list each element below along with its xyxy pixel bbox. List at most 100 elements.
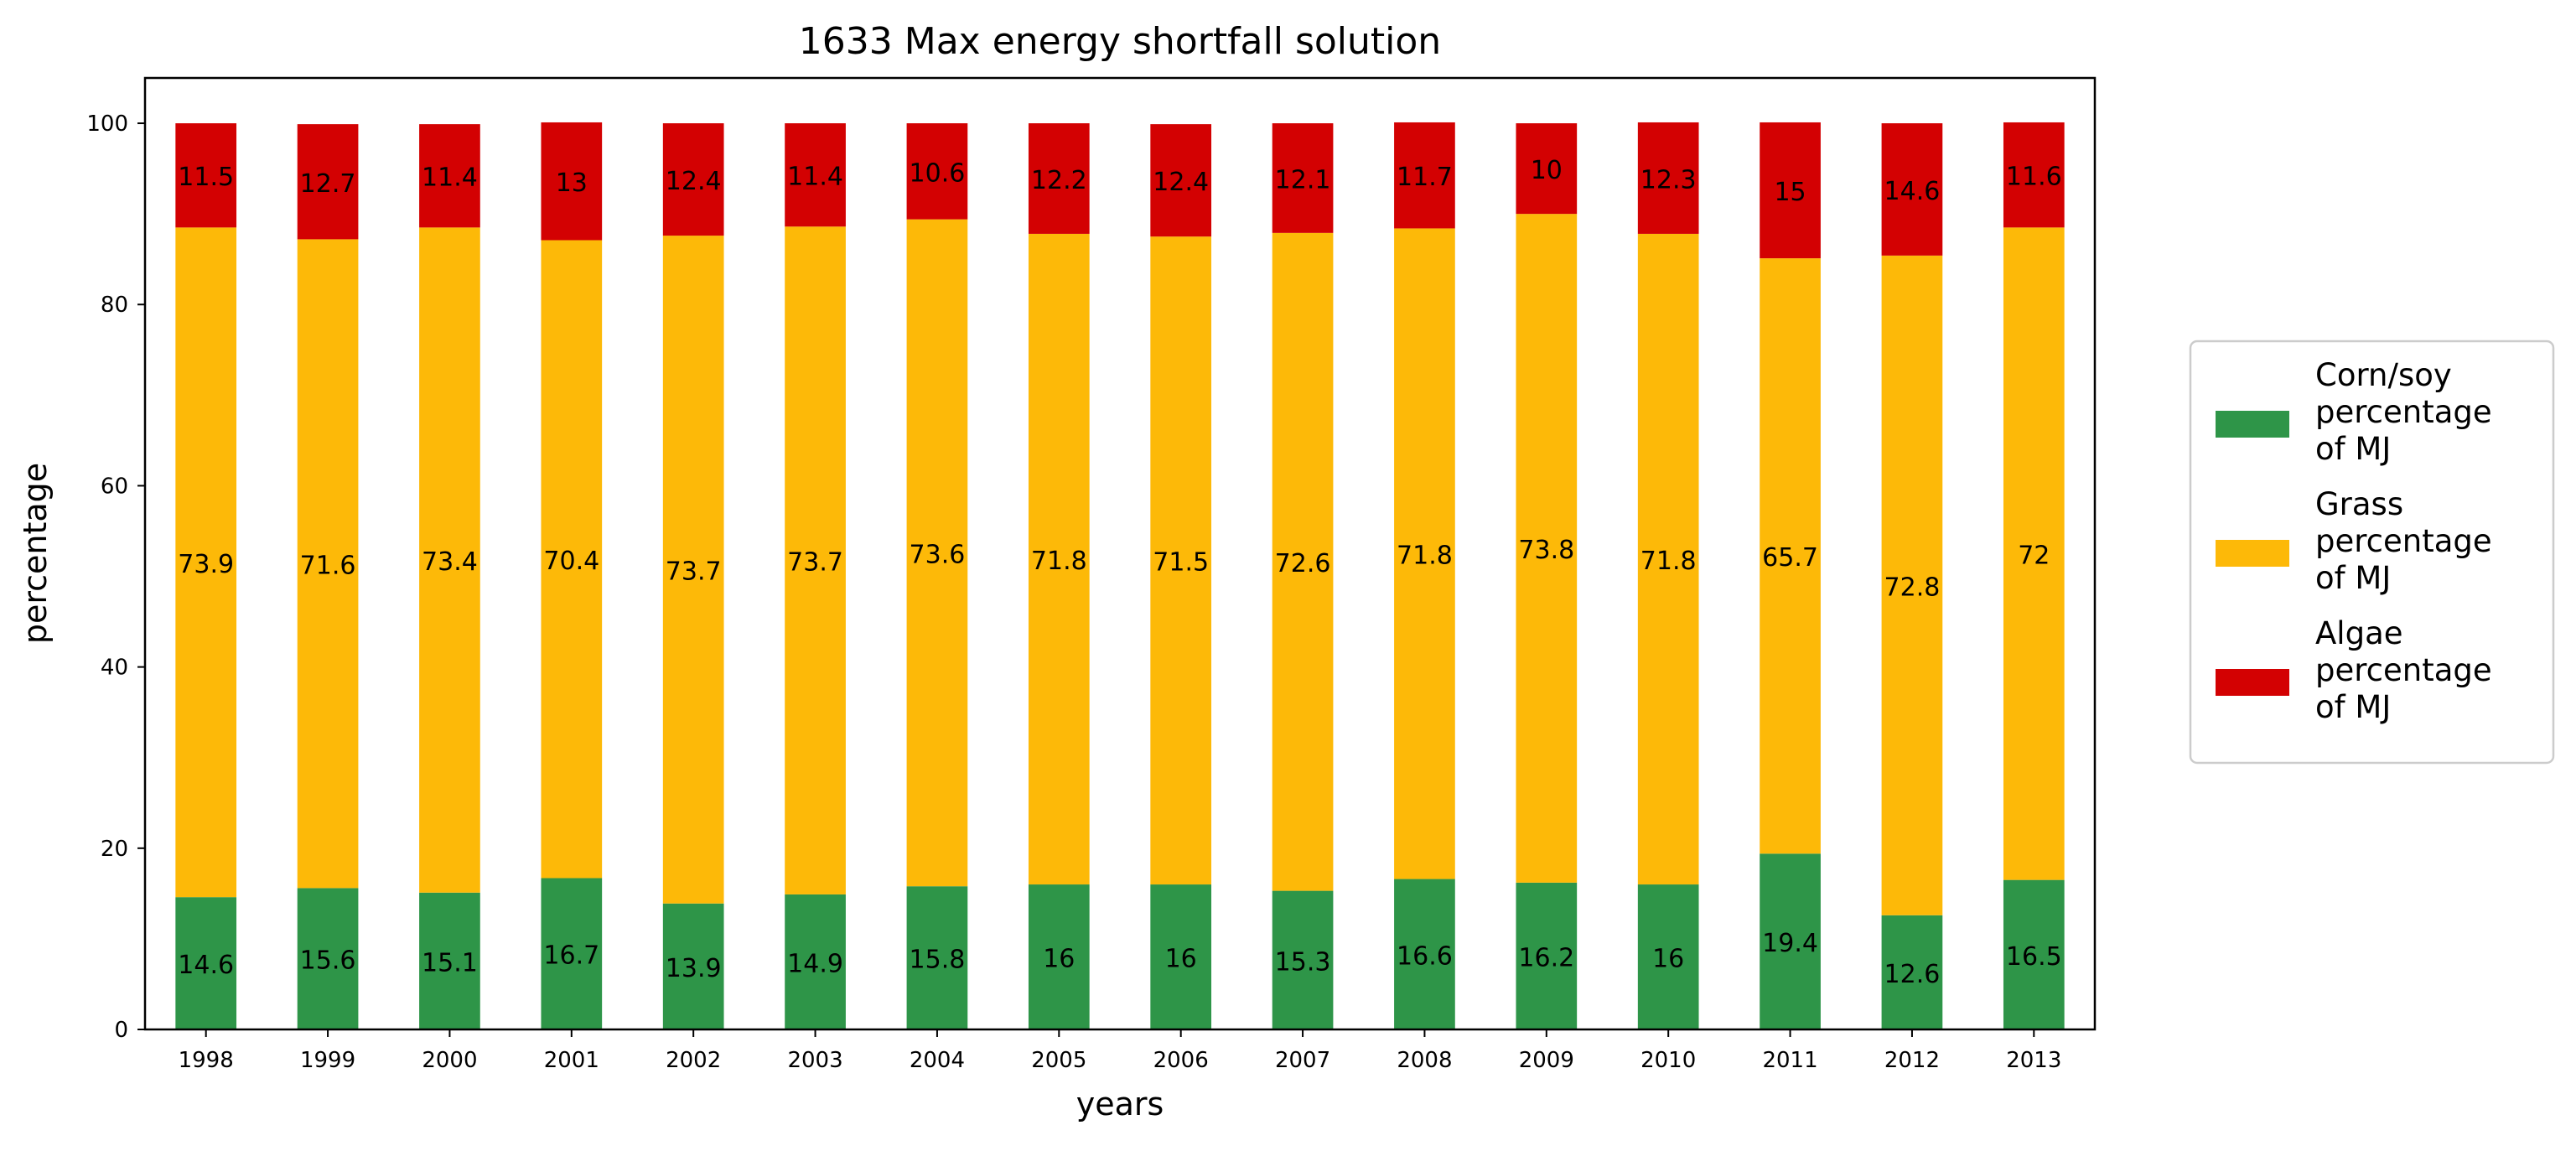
bar-value-label-2-2001: 13 xyxy=(556,169,588,198)
legend-swatch-1 xyxy=(2216,540,2289,567)
bar-value-label-1-2013: 72 xyxy=(2018,542,2050,571)
chart-title: 1633 Max energy shortfall solution xyxy=(799,20,1441,63)
x-tick-label-2007: 2007 xyxy=(1275,1048,1330,1073)
y-tick-label-0: 0 xyxy=(114,1018,128,1043)
bar-segment-1-2000 xyxy=(419,227,480,893)
y-axis: 0 20 40 60 80 100 xyxy=(86,111,145,1043)
bar-value-label-0-2000: 15.1 xyxy=(422,948,478,977)
bar-value-label-1-2004: 73.6 xyxy=(910,540,966,569)
bar-value-label-0-2003: 14.9 xyxy=(787,949,843,978)
bar-value-label-1-2002: 73.7 xyxy=(666,557,722,586)
bar-value-label-0-1999: 15.6 xyxy=(300,946,356,976)
bar-value-label-0-2010: 16 xyxy=(1652,945,1684,974)
y-tick-label-100: 100 xyxy=(86,111,128,137)
legend-swatch-0 xyxy=(2216,411,2289,438)
bar-value-label-2-2000: 11.4 xyxy=(422,163,478,193)
x-tick-label-1998: 1998 xyxy=(179,1048,234,1073)
legend-label-1: Grass percentage of MJ xyxy=(2315,486,2492,596)
x-tick-label-2001: 2001 xyxy=(544,1048,599,1073)
bar-segment-2-2006 xyxy=(1150,124,1212,237)
bar-value-label-2-2003: 11.4 xyxy=(787,163,843,192)
bar-value-label-0-1998: 14.6 xyxy=(178,951,234,980)
bar-segment-2-2001 xyxy=(541,122,603,241)
bar-segment-1-2003 xyxy=(785,226,846,894)
bar-segment-0-2005 xyxy=(1028,884,1090,1029)
x-tick-label-2003: 2003 xyxy=(787,1048,842,1073)
bar-segment-0-2011 xyxy=(1760,853,1821,1029)
bar-value-label-0-2013: 16.5 xyxy=(2006,942,2062,972)
x-tick-label-2010: 2010 xyxy=(1640,1048,1696,1073)
y-tick-label-40: 40 xyxy=(101,656,128,681)
x-tick-label-2006: 2006 xyxy=(1153,1048,1209,1073)
bar-value-label-2-2006: 12.4 xyxy=(1153,168,1209,197)
bar-value-label-0-2002: 13.9 xyxy=(666,954,722,983)
bar-segment-0-2004 xyxy=(906,886,968,1029)
y-axis-label: percentage xyxy=(17,463,54,644)
bar-value-label-2-1998: 11.5 xyxy=(178,163,234,192)
bar-segment-1-2007 xyxy=(1272,232,1334,891)
bar-segment-2-2009 xyxy=(1516,123,1578,215)
x-tick-label-2012: 2012 xyxy=(1884,1048,1940,1073)
bar-value-label-1-2003: 73.7 xyxy=(787,548,843,578)
x-axis: 1998 1999 2000 2001 2002 2003 2004 2005 2006 2007… xyxy=(179,1029,2061,1073)
bar-value-label-1-2006: 71.5 xyxy=(1153,548,1209,578)
bar-value-label-2-2010: 12.3 xyxy=(1640,165,1697,194)
bar-value-label-1-2012: 72.8 xyxy=(1884,573,1941,602)
bar-segment-2-2003 xyxy=(785,123,846,227)
bar-segment-0-2012 xyxy=(1881,915,1943,1029)
bar-segment-0-2002 xyxy=(662,903,724,1029)
bar-segment-1-2013 xyxy=(2003,227,2065,880)
bar-segment-1-2006 xyxy=(1150,236,1212,885)
bar-segment-2-2007 xyxy=(1272,123,1334,233)
bar-value-label-0-2012: 12.6 xyxy=(1884,960,1941,989)
data-labels-layer: 14.6 73.9 11.5 15.6 71.6 12.7 15.1 73.4 11.4 16.7… xyxy=(178,156,2061,989)
bar-value-label-1-1999: 71.6 xyxy=(300,551,356,580)
bar-segment-2-2012 xyxy=(1881,123,1943,256)
legend: Corn/soy percentage of MJ Grass percentage of… xyxy=(2189,340,2555,765)
legend-items: Corn/soy percentage of MJ Grass percentage of… xyxy=(2216,357,2492,725)
bar-value-label-1-2000: 73.4 xyxy=(422,547,478,577)
x-tick-label-2008: 2008 xyxy=(1397,1048,1452,1073)
bar-value-label-2-2008: 11.7 xyxy=(1397,163,1453,192)
bar-segment-1-2004 xyxy=(906,219,968,887)
bar-segment-0-2001 xyxy=(541,878,603,1029)
bar-value-label-0-2005: 16 xyxy=(1043,945,1075,974)
bar-segment-1-2009 xyxy=(1516,214,1578,883)
x-tick-label-2000: 2000 xyxy=(422,1048,477,1073)
bar-segment-2-2005 xyxy=(1028,123,1090,234)
bar-value-label-0-2001: 16.7 xyxy=(543,941,599,971)
bar-value-label-2-2004: 10.6 xyxy=(910,158,966,188)
x-tick-label-2009: 2009 xyxy=(1519,1048,1574,1073)
y-tick-label-60: 60 xyxy=(101,474,128,499)
bar-segment-2-1999 xyxy=(297,124,359,240)
bar-value-label-2-2002: 12.4 xyxy=(666,167,722,196)
bar-value-label-0-2007: 15.3 xyxy=(1275,947,1331,977)
legend-swatch-2 xyxy=(2216,669,2289,696)
legend-label-0: Corn/soy percentage of MJ xyxy=(2315,357,2492,467)
bar-segment-1-2001 xyxy=(541,240,603,879)
y-tick-label-80: 80 xyxy=(101,293,128,318)
x-tick-label-2004: 2004 xyxy=(910,1048,965,1073)
bar-segment-2-2002 xyxy=(662,123,724,236)
bar-value-label-1-2008: 71.8 xyxy=(1397,542,1453,571)
x-axis-label: years xyxy=(1076,1086,1164,1122)
bar-value-label-1-2007: 72.6 xyxy=(1275,549,1331,578)
bar-value-label-2-2009: 10 xyxy=(1531,156,1563,185)
legend-box xyxy=(2189,340,2555,765)
bar-segment-0-2010 xyxy=(1637,884,1699,1029)
bar-value-label-1-2001: 70.4 xyxy=(543,547,599,576)
bar-value-label-2-2007: 12.1 xyxy=(1275,165,1331,194)
bar-segment-1-1999 xyxy=(297,239,359,889)
bar-segment-2-2013 xyxy=(2003,122,2065,228)
bar-segment-2-2011 xyxy=(1760,122,1821,259)
bar-value-label-0-2006: 16 xyxy=(1165,945,1197,974)
x-tick-label-1999: 1999 xyxy=(300,1048,355,1073)
bar-value-label-1-2009: 73.8 xyxy=(1518,536,1574,565)
bar-segment-1-2002 xyxy=(662,236,724,904)
bar-segment-0-1999 xyxy=(297,888,359,1029)
x-tick-label-2002: 2002 xyxy=(666,1048,721,1073)
x-tick-label-2011: 2011 xyxy=(1762,1048,1817,1073)
bar-value-label-1-2011: 65.7 xyxy=(1762,543,1818,573)
bars-layer xyxy=(175,122,2065,1029)
